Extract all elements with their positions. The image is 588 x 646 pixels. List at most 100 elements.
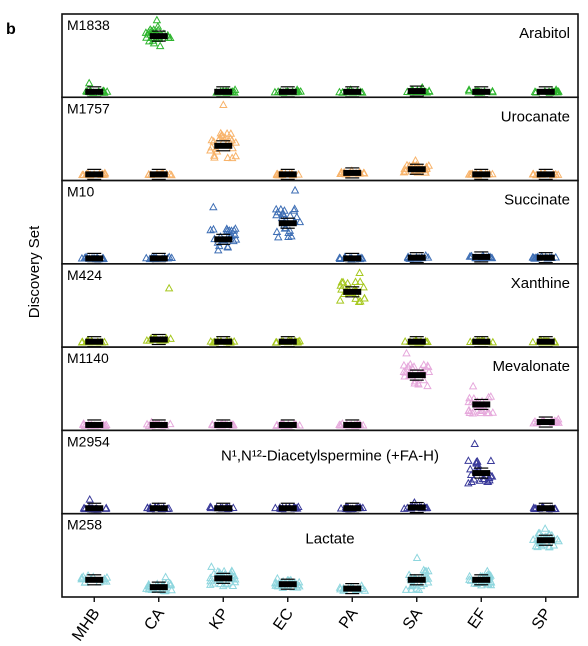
data-point <box>226 133 235 142</box>
data-point <box>209 137 218 145</box>
data-point <box>464 405 474 414</box>
data-point <box>165 578 175 587</box>
panel-frame <box>61 512 579 598</box>
panel-m2954: M2954 N¹,N¹²-Diacetylspermine (+FA-H) <box>61 429 579 515</box>
panel-metabolite-name: Urocanate <box>501 108 570 125</box>
data-point <box>529 503 539 511</box>
mean-marker <box>214 338 233 345</box>
data-point <box>528 337 538 346</box>
data-point <box>141 28 151 36</box>
data-point <box>466 464 475 473</box>
data-point <box>206 503 215 512</box>
panel-m1757: M1757 Urocanate <box>61 96 579 182</box>
data-point <box>294 87 303 95</box>
data-point <box>343 278 352 287</box>
data-point <box>142 253 151 262</box>
panel-frame <box>61 429 579 515</box>
data-point <box>336 420 345 429</box>
data-point <box>475 476 485 484</box>
x-tick-label-pa: PA <box>336 605 362 632</box>
data-point <box>540 524 550 532</box>
mean-marker <box>214 421 233 428</box>
mean-marker <box>343 288 362 295</box>
data-point <box>359 168 369 177</box>
mean-marker <box>278 88 297 95</box>
mean-marker <box>407 166 426 173</box>
panel-metabolite-name: Succinate <box>504 192 570 209</box>
data-point <box>289 206 299 214</box>
mean-marker <box>407 88 426 95</box>
mean-marker <box>85 88 104 95</box>
x-tick-label-ef: EF <box>465 605 491 632</box>
panel-id-label: M1757 <box>67 100 110 116</box>
data-point <box>271 337 281 346</box>
data-point <box>399 167 409 176</box>
data-point <box>78 337 87 345</box>
data-point <box>213 566 223 575</box>
data-point <box>488 408 498 416</box>
data-point <box>401 585 411 593</box>
data-point <box>412 553 422 562</box>
mean-marker <box>472 338 491 345</box>
data-point <box>464 85 474 93</box>
data-point <box>207 135 216 144</box>
data-point <box>357 581 366 589</box>
mean-marker <box>149 336 168 343</box>
mean-marker <box>472 576 491 583</box>
data-point <box>166 334 175 342</box>
panel-m1140: M1140 Mevalonate <box>61 346 579 432</box>
mean-marker <box>407 504 426 511</box>
mean-marker <box>472 470 491 477</box>
data-point <box>337 284 346 293</box>
mean-marker <box>343 169 362 176</box>
data-point <box>161 572 170 581</box>
mean-marker <box>536 254 555 261</box>
data-point <box>467 477 476 485</box>
data-point <box>414 585 424 594</box>
data-point <box>464 456 473 464</box>
mean-marker <box>407 338 426 345</box>
data-point <box>144 579 153 588</box>
data-point <box>166 419 175 428</box>
data-point <box>229 337 239 345</box>
mean-marker <box>472 171 491 178</box>
data-point <box>465 393 474 402</box>
mean-marker <box>536 171 555 178</box>
mean-marker <box>343 421 362 428</box>
data-point <box>231 138 241 146</box>
data-point <box>351 277 360 286</box>
data-point <box>207 562 216 570</box>
data-point <box>402 348 411 357</box>
panel-frame <box>61 96 579 182</box>
data-point <box>101 503 111 512</box>
data-point <box>294 577 304 586</box>
panel-id-label: M1140 <box>67 350 109 366</box>
data-point <box>223 242 233 251</box>
data-point <box>209 569 219 577</box>
data-point <box>407 585 416 593</box>
mean-marker <box>343 255 362 262</box>
data-point <box>423 381 432 390</box>
data-point <box>102 573 112 581</box>
data-point <box>530 253 539 262</box>
data-point <box>152 15 162 24</box>
panel-id-label: M424 <box>67 267 102 283</box>
data-point <box>284 232 293 240</box>
mean-marker <box>149 584 168 591</box>
data-point <box>155 41 165 50</box>
mean-marker <box>278 581 297 588</box>
data-point <box>78 170 87 179</box>
data-point <box>351 294 360 302</box>
data-point <box>486 580 496 589</box>
data-point <box>206 225 215 234</box>
data-point <box>424 367 434 376</box>
data-point <box>230 577 240 586</box>
data-point <box>336 503 346 512</box>
panel-frame <box>61 346 579 432</box>
data-point <box>539 540 548 548</box>
data-point <box>488 87 497 96</box>
data-point <box>206 573 215 582</box>
mean-marker <box>472 88 491 95</box>
data-point <box>142 584 151 592</box>
data-point <box>488 337 498 346</box>
